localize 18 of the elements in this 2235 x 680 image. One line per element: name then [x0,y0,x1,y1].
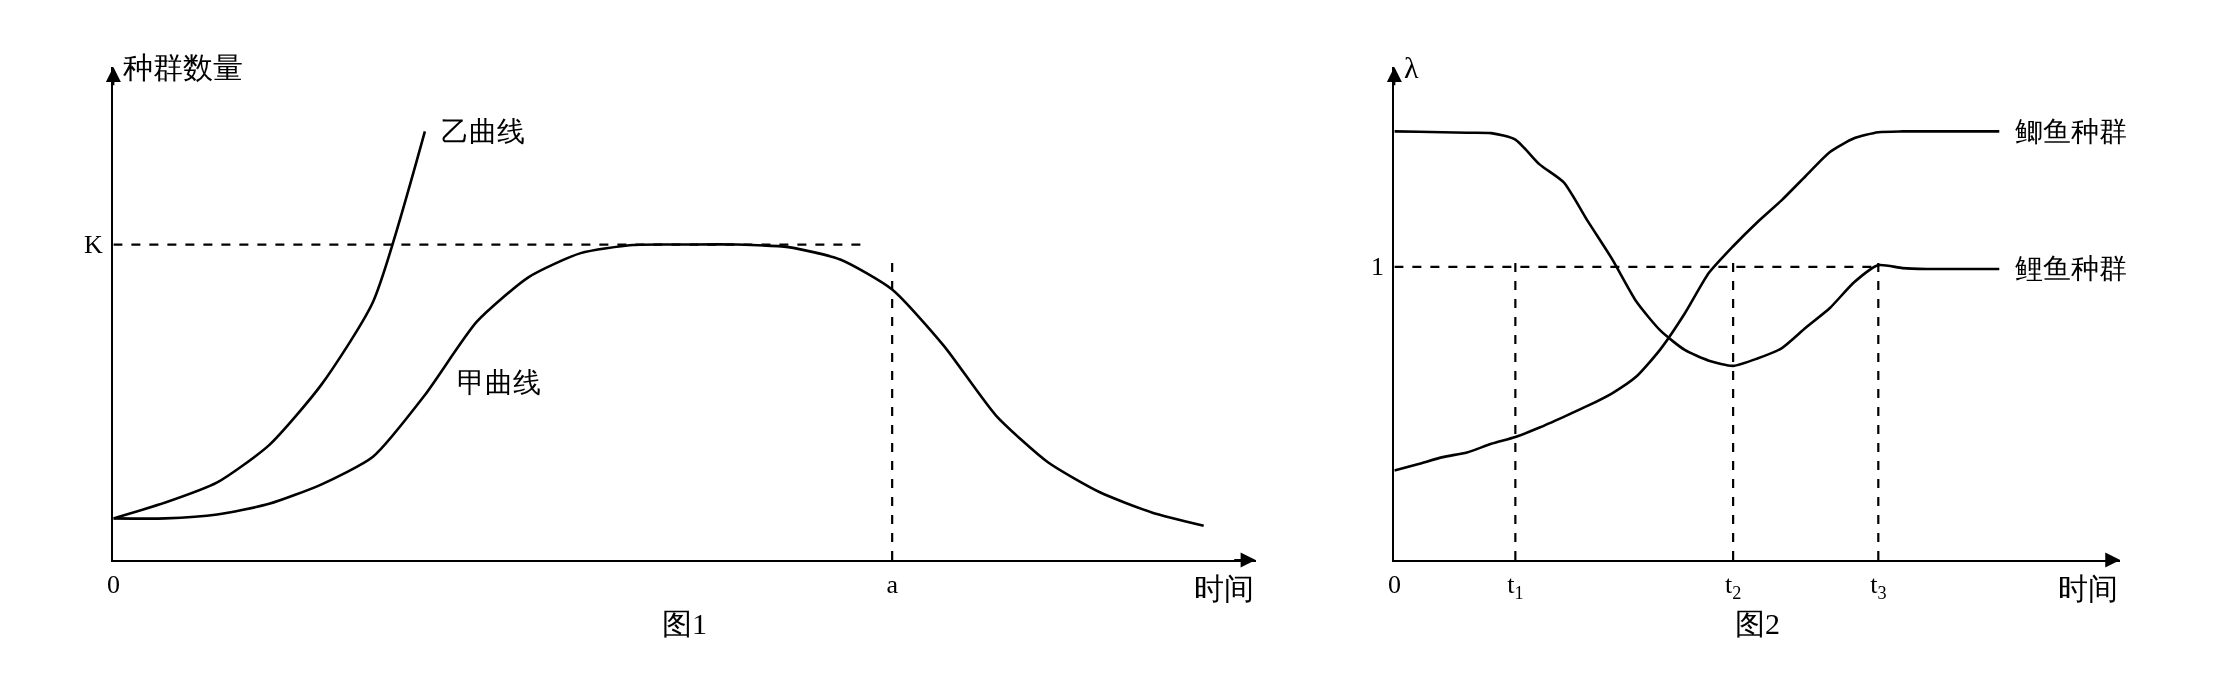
series-label: 鲤鱼种群 [2015,253,2127,284]
series-label: 鲫鱼种群 [2015,116,2127,147]
series-label: 甲曲线 [457,367,541,398]
x-axis-title: 时间 [1194,572,1254,605]
x-tick-label: t$_{1}$ [1507,570,1524,603]
caption: 图1 [662,607,707,640]
ref-line-label: 1 [1371,252,1384,281]
y-axis-title: λ [1404,51,1419,84]
x-tick-label: t$_{2}$ [1724,570,1742,603]
ref-line-label: K [84,230,103,259]
x-axis-title: 时间 [2058,572,2118,605]
y-axis-title: 种群数量 [123,51,243,84]
x-tick-label: 0 [1387,570,1401,600]
x-tick-label: t$_{3}$ [1870,570,1887,603]
x-tick-label: 0 [106,570,120,600]
series-label: 乙曲线 [441,116,525,147]
x-tick-label: a [886,570,899,600]
caption: 图2 [1735,607,1780,640]
